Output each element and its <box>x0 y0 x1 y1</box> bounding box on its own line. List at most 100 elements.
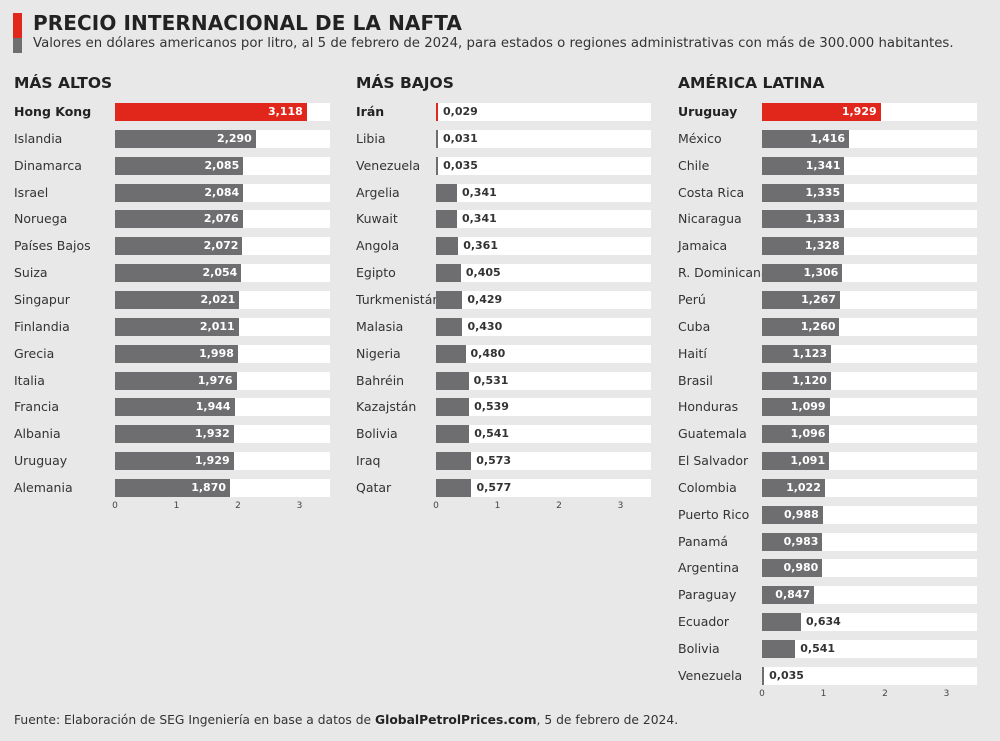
bar-row: Iraq 0,573 <box>356 452 651 470</box>
bar-row: Francia 1,944 <box>14 398 330 416</box>
category-label: Libia <box>356 131 386 146</box>
bar-row: Malasia 0,430 <box>356 318 651 336</box>
bar <box>115 425 234 443</box>
bar-track: 2,072 <box>115 237 330 255</box>
source-prefix: Fuente: Elaboración de SEG Ingeniería en… <box>14 713 376 727</box>
bar-row: Kuwait 0,341 <box>356 210 651 228</box>
bar <box>762 157 845 175</box>
bar <box>115 372 237 390</box>
category-label: Guatemala <box>678 426 747 441</box>
value-label: 1,998 <box>199 347 234 360</box>
bar-track: 0,031 <box>436 130 651 148</box>
bar-row: Singapur 2,021 <box>14 291 330 309</box>
value-label: 0,573 <box>476 454 512 467</box>
value-label: 1,976 <box>197 374 233 387</box>
bar-row: Grecia 1,998 <box>14 345 330 363</box>
category-label: Costa Rica <box>678 185 745 200</box>
category-label: Venezuela <box>678 668 743 683</box>
bar-row: Nicaragua 1,333 <box>678 210 977 228</box>
category-label: R. Dominicana <box>678 265 769 280</box>
bar-track: 0,577 <box>436 479 651 497</box>
category-label: Angola <box>356 238 400 253</box>
bar-track: 0,541 <box>436 425 651 443</box>
bar-row: Argelia 0,341 <box>356 184 651 202</box>
category-label: Perú <box>678 292 706 307</box>
bar-track: 0,361 <box>436 237 651 255</box>
bar-row: Hong Kong 3,118 <box>14 103 330 121</box>
bar <box>762 425 830 443</box>
bar-row: Italia 1,976 <box>14 372 330 390</box>
value-label: 1,099 <box>790 400 826 413</box>
value-label: 0,988 <box>783 508 819 521</box>
bar-row: Venezuela 0,035 <box>356 157 651 175</box>
category-label: Alemania <box>14 480 73 495</box>
category-label: Uruguay <box>14 453 68 468</box>
bar-row: Dinamarca 2,085 <box>14 157 330 175</box>
category-label: Chile <box>678 158 710 173</box>
bar-track: 1,929 <box>762 103 977 121</box>
bar <box>762 559 823 577</box>
value-label: 1,328 <box>804 239 840 252</box>
bar <box>436 184 457 202</box>
bar <box>436 318 463 336</box>
bar-row: Suiza 2,054 <box>14 264 330 282</box>
bar <box>762 506 823 524</box>
value-label: 1,341 <box>805 159 841 172</box>
category-label: Islandia <box>14 131 63 146</box>
bar-row: Guatemala 1,096 <box>678 425 977 443</box>
category-label: Cuba <box>678 319 711 334</box>
bar <box>762 533 823 551</box>
bar <box>436 291 463 309</box>
bar-row: Cuba 1,260 <box>678 318 977 336</box>
category-label: Noruega <box>14 211 68 226</box>
bar <box>762 398 830 416</box>
bar-row: México 1,416 <box>678 130 977 148</box>
bar-track: 1,932 <box>115 425 330 443</box>
bar-track: 2,076 <box>115 210 330 228</box>
value-label: 0,539 <box>474 400 509 413</box>
category-label: México <box>678 131 722 146</box>
category-label: Irán <box>356 104 385 119</box>
category-label: Turkmenistán <box>356 292 441 307</box>
bar <box>115 184 244 202</box>
source-suffix: , 5 de febrero de 2024. <box>536 713 679 727</box>
bar-track: 1,120 <box>762 372 977 390</box>
bar-track: 1,335 <box>762 184 977 202</box>
bar-row: Kazajstán 0,539 <box>356 398 651 416</box>
bar <box>115 452 234 470</box>
value-label: 0,634 <box>805 615 841 628</box>
bar-row: Ecuador 0,634 <box>678 613 977 631</box>
value-label: 1,929 <box>194 454 230 467</box>
bar <box>115 398 235 416</box>
category-label: Italia <box>14 373 45 388</box>
bar-track: 1,976 <box>115 372 330 390</box>
value-label: 0,029 <box>443 105 478 118</box>
category-label: Francia <box>14 399 60 414</box>
bar <box>436 425 470 443</box>
bar-track: 1,267 <box>762 291 977 309</box>
bar <box>762 184 845 202</box>
value-label: 0,531 <box>473 374 509 387</box>
value-label: 1,267 <box>801 293 836 306</box>
value-label: 1,932 <box>195 427 230 440</box>
bar-track: 2,085 <box>115 157 330 175</box>
bar-track: 1,416 <box>762 130 977 148</box>
bar-track: 2,021 <box>115 291 330 309</box>
bar-track: 0,341 <box>436 210 651 228</box>
bar-row: Uruguay 1,929 <box>678 103 977 121</box>
bar-track: 1,328 <box>762 237 977 255</box>
bar-track: 1,333 <box>762 210 977 228</box>
bar-track: 2,011 <box>115 318 330 336</box>
category-label: Dinamarca <box>14 158 82 173</box>
category-label: Egipto <box>356 265 396 280</box>
bar <box>436 398 470 416</box>
bar-row: Haití 1,123 <box>678 345 977 363</box>
bar <box>115 479 230 497</box>
bar-track: 0,029 <box>436 103 651 121</box>
bar-row: Costa Rica 1,335 <box>678 184 977 202</box>
bar-row: Bolivia 0,541 <box>356 425 651 443</box>
bar-row: Noruega 2,076 <box>14 210 330 228</box>
bar-track: 1,870 <box>115 479 330 497</box>
bar-row: Honduras 1,099 <box>678 398 977 416</box>
bar-row: Bolivia 0,541 <box>678 640 977 658</box>
